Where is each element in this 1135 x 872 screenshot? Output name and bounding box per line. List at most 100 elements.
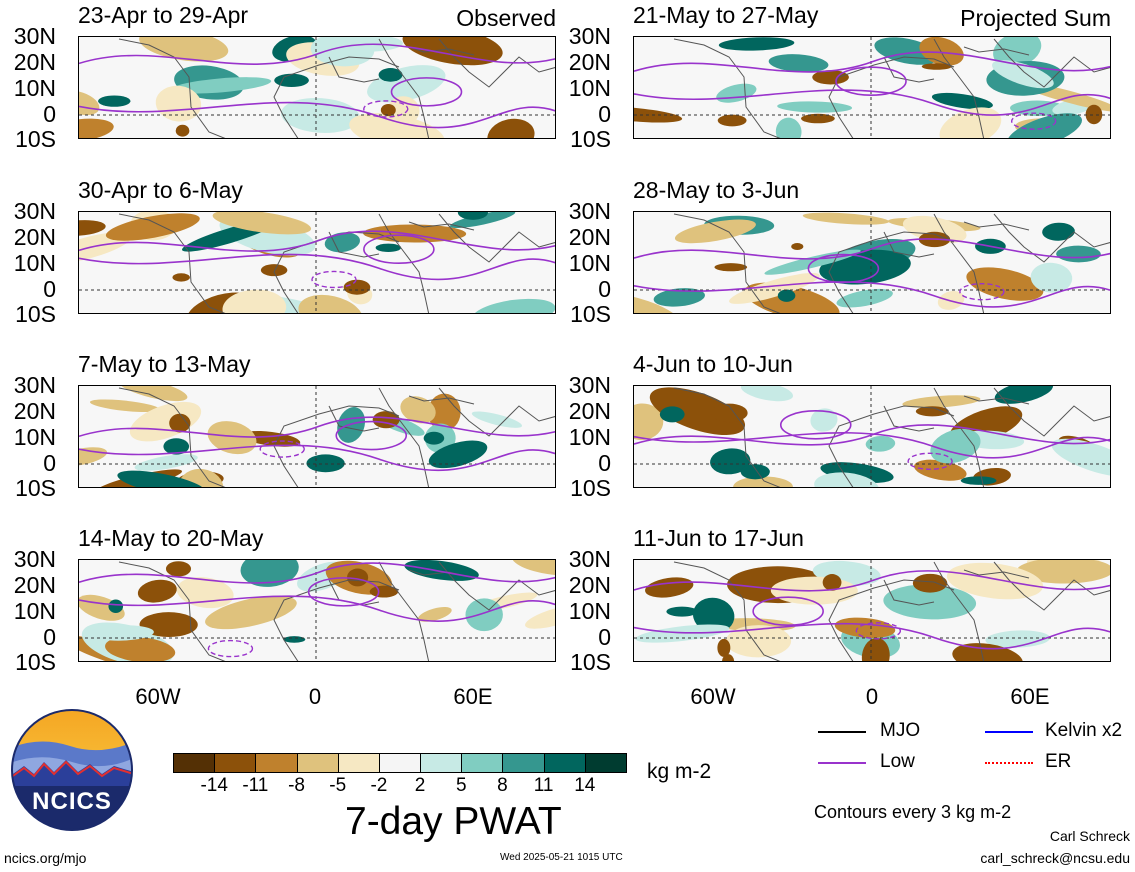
map-field — [634, 212, 1110, 313]
colorbar-swatch — [337, 753, 380, 773]
lat-label: 10N — [568, 424, 611, 450]
legend-line-kelvin — [985, 731, 1033, 733]
lat-label: 0 — [43, 624, 56, 650]
pwat-map — [633, 559, 1111, 662]
footer-url: ncics.org/mjo — [4, 850, 87, 866]
lat-label: 30N — [568, 23, 611, 49]
lat-label: 0 — [598, 624, 611, 650]
lat-label: 10S — [15, 649, 56, 675]
colorbar-units: kg m-2 — [647, 760, 712, 783]
legend-line-er — [985, 762, 1033, 764]
legend-label-er: ER — [1045, 751, 1072, 772]
logo-text: NCICS — [32, 788, 112, 815]
panel-title: 11-Jun to 17-Jun — [633, 525, 804, 551]
colorbar-swatch — [420, 753, 463, 773]
legend-line-mjo — [818, 731, 866, 733]
ncics-logo: NCICS — [10, 708, 134, 832]
lat-label: 30N — [568, 198, 611, 224]
lat-label: 30N — [13, 546, 56, 572]
lat-label: 20N — [13, 49, 56, 75]
lat-label: 10N — [13, 424, 56, 450]
colorbar-tick-label: -2 — [370, 775, 388, 796]
pwat-map — [78, 211, 556, 314]
colorbar-tick-label: 8 — [497, 775, 508, 796]
lat-label: 10N — [568, 250, 611, 276]
lat-label: 30N — [13, 23, 56, 49]
lat-label: 20N — [13, 224, 56, 250]
lat-label: 10N — [13, 598, 56, 624]
lon-label-60e-left: 60E — [453, 684, 493, 709]
legend-label-low: Low — [880, 751, 915, 772]
map-field — [79, 560, 555, 661]
lat-label: 20N — [568, 398, 611, 424]
lat-label: 0 — [43, 101, 56, 127]
lat-label: 10S — [570, 301, 611, 327]
lat-label: 10N — [568, 598, 611, 624]
colorbar-tick-label: -5 — [329, 775, 347, 796]
lat-label: 20N — [568, 224, 611, 250]
colorbar-tick-label: 5 — [455, 775, 467, 796]
lat-label: 30N — [568, 372, 611, 398]
footer-timestamp: Wed 2025-05-21 1015 UTC — [500, 852, 623, 863]
panel-title: 28-May to 3-Jun — [633, 177, 800, 203]
lat-label: 0 — [43, 276, 56, 302]
lat-label: 20N — [13, 398, 56, 424]
pwat-map — [633, 385, 1111, 488]
colorbar-swatch — [502, 753, 545, 773]
legend-line-low — [818, 762, 866, 764]
lat-label: 10S — [15, 475, 56, 501]
colorbar-tick-label: -11 — [242, 775, 269, 796]
panel-title: 30-Apr to 6-May — [78, 177, 243, 203]
map-field — [634, 386, 1110, 487]
colorbar-swatch — [461, 753, 504, 773]
pwat-map — [78, 559, 556, 662]
colorbar — [173, 753, 627, 773]
colorbar-tick-label: 14 — [574, 775, 596, 796]
map-field — [634, 560, 1110, 661]
pwat-map — [633, 36, 1111, 139]
panel-title: 23-Apr to 29-Apr — [78, 2, 249, 28]
colorbar-swatch — [584, 753, 627, 773]
lat-label: 20N — [13, 572, 56, 598]
colorbar-tick-label: -14 — [200, 775, 228, 796]
map-field — [79, 212, 555, 313]
lon-label-60w-left: 60W — [135, 684, 181, 709]
lon-label-0-left: 0 — [308, 684, 322, 709]
lat-label: 30N — [568, 546, 611, 572]
map-field — [79, 37, 555, 138]
lon-label-60e-right: 60E — [1010, 684, 1050, 709]
colorbar-swatch — [255, 753, 298, 773]
panel-title: 4-Jun to 10-Jun — [633, 351, 793, 377]
legend-label-mjo: MJO — [880, 720, 921, 741]
pwat-map — [633, 211, 1111, 314]
lon-label-60w-right: 60W — [690, 684, 736, 709]
colorbar-tick-label: 11 — [533, 775, 554, 796]
lat-label: 10S — [15, 126, 56, 152]
lat-label: 20N — [568, 572, 611, 598]
lat-label: 10N — [568, 75, 611, 101]
colorbar-swatch — [296, 753, 339, 773]
map-field — [634, 37, 1110, 138]
lon-label-0-right: 0 — [865, 684, 879, 709]
colorbar-swatch — [543, 753, 586, 773]
colorbar-swatch — [214, 753, 257, 773]
legend-label-kelvin: Kelvin x2 — [1045, 720, 1123, 741]
lat-label: 10N — [13, 250, 56, 276]
map-field — [79, 386, 555, 487]
lat-label: 0 — [598, 101, 611, 127]
contour-note: Contours every 3 kg m-2 — [814, 802, 1012, 822]
lat-label: 0 — [43, 450, 56, 476]
observed-tag: Observed — [456, 5, 556, 31]
lat-label: 30N — [13, 372, 56, 398]
lat-label: 30N — [13, 198, 56, 224]
lat-label: 10S — [570, 126, 611, 152]
panel-title: 21-May to 27-May — [633, 2, 819, 28]
pwat-map — [78, 385, 556, 488]
colorbar-swatch — [173, 753, 216, 773]
pwat-map — [78, 36, 556, 139]
colorbar-swatch — [378, 753, 422, 773]
lat-label: 0 — [598, 276, 611, 302]
lat-label: 0 — [598, 450, 611, 476]
panel-title: 14-May to 20-May — [78, 525, 264, 551]
panel-title: 7-May to 13-May — [78, 351, 251, 377]
